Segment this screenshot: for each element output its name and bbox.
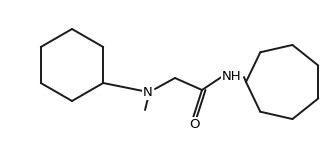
Text: N: N: [143, 86, 153, 98]
Text: NH: NH: [222, 71, 242, 84]
Text: O: O: [189, 119, 200, 131]
